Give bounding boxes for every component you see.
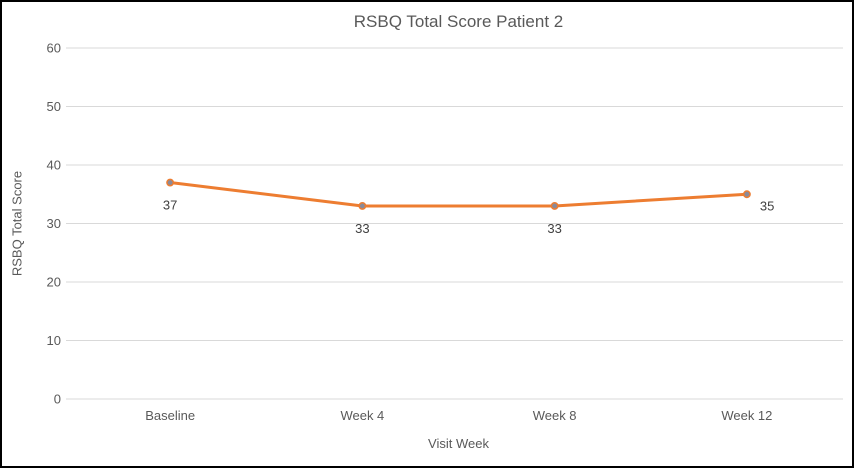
y-tick-label: 20 bbox=[47, 275, 61, 290]
x-category-label: Week 12 bbox=[721, 408, 772, 423]
data-label: 37 bbox=[163, 198, 177, 213]
y-tick-label: 40 bbox=[47, 158, 61, 173]
data-point-marker bbox=[742, 190, 751, 199]
x-category-label: Week 4 bbox=[340, 408, 384, 423]
data-point-marker bbox=[358, 202, 367, 210]
data-point-marker bbox=[166, 178, 175, 187]
data-label: 33 bbox=[355, 221, 369, 236]
y-tick-label: 0 bbox=[54, 392, 61, 407]
data-label: 33 bbox=[547, 221, 561, 236]
x-axis-title: Visit Week bbox=[428, 436, 489, 451]
data-point-marker bbox=[550, 202, 559, 210]
x-category-label: Baseline bbox=[145, 408, 195, 423]
y-tick-label: 10 bbox=[47, 333, 61, 348]
data-label: 35 bbox=[760, 198, 774, 213]
x-category-label: Week 8 bbox=[533, 408, 577, 423]
y-tick-label: 50 bbox=[47, 99, 61, 114]
chart-title: RSBQ Total Score Patient 2 bbox=[353, 12, 564, 31]
y-tick-label: 30 bbox=[47, 216, 61, 231]
series-line bbox=[168, 181, 749, 208]
y-tick-label: 60 bbox=[47, 41, 61, 56]
